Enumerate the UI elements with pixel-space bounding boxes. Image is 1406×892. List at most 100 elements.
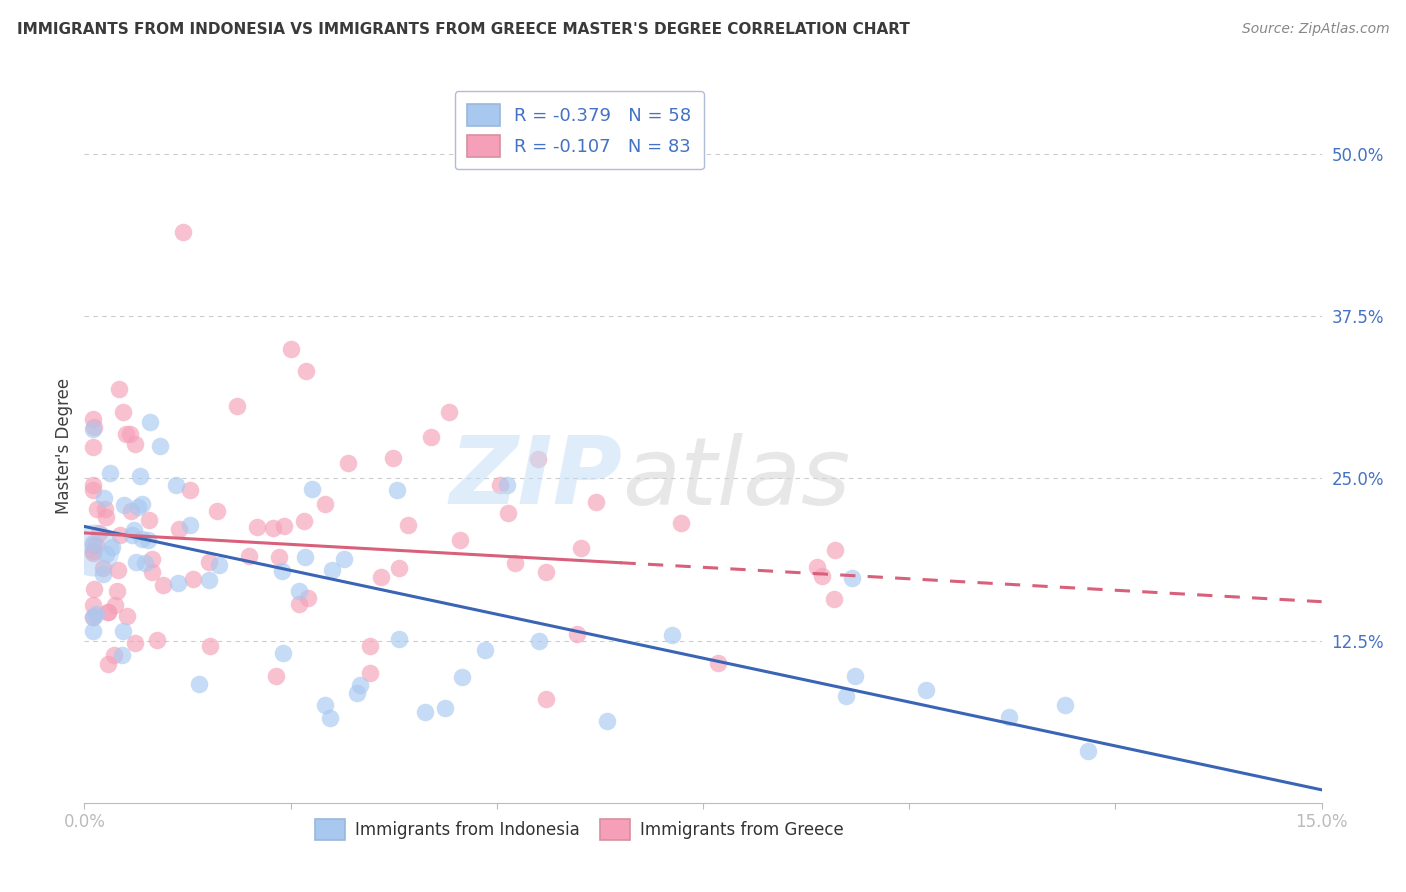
Point bbox=[82, 536, 104, 550]
Point bbox=[179, 518, 201, 533]
Point bbox=[346, 685, 368, 699]
Point bbox=[262, 521, 284, 535]
Point bbox=[671, 516, 693, 531]
Point bbox=[122, 523, 145, 537]
Point bbox=[114, 426, 136, 441]
Point bbox=[238, 549, 260, 564]
Point bbox=[82, 544, 104, 558]
Point bbox=[167, 575, 190, 590]
Point bbox=[94, 547, 117, 561]
Point bbox=[370, 570, 392, 584]
Point bbox=[136, 533, 159, 547]
Point bbox=[264, 669, 287, 683]
Point bbox=[105, 584, 128, 599]
Point bbox=[707, 657, 730, 671]
Point bbox=[505, 556, 527, 570]
Point bbox=[569, 541, 592, 556]
Point bbox=[104, 598, 127, 612]
Point bbox=[496, 478, 519, 492]
Point bbox=[396, 518, 419, 533]
Point bbox=[120, 503, 142, 517]
Point bbox=[187, 677, 209, 691]
Point bbox=[91, 561, 114, 575]
Point bbox=[98, 466, 121, 480]
Point bbox=[450, 533, 472, 547]
Point bbox=[103, 648, 125, 663]
Point bbox=[198, 555, 221, 569]
Point bbox=[271, 646, 294, 660]
Point bbox=[245, 519, 267, 533]
Point bbox=[208, 558, 231, 572]
Point bbox=[82, 483, 104, 498]
Point bbox=[359, 665, 381, 680]
Point bbox=[131, 496, 153, 510]
Point bbox=[138, 513, 160, 527]
Point bbox=[112, 404, 135, 418]
Point bbox=[129, 468, 152, 483]
Point bbox=[527, 634, 550, 648]
Point bbox=[301, 483, 323, 497]
Point bbox=[111, 648, 134, 662]
Point bbox=[141, 565, 163, 579]
Point bbox=[145, 633, 167, 648]
Point bbox=[83, 419, 105, 434]
Point bbox=[841, 571, 863, 585]
Point bbox=[288, 584, 311, 599]
Point bbox=[82, 546, 104, 560]
Point bbox=[496, 506, 519, 520]
Point bbox=[82, 537, 104, 551]
Point bbox=[82, 440, 104, 454]
Point bbox=[810, 569, 832, 583]
Point bbox=[437, 405, 460, 419]
Point bbox=[661, 628, 683, 642]
Point bbox=[413, 705, 436, 719]
Point bbox=[585, 495, 607, 509]
Point bbox=[82, 542, 104, 557]
Point bbox=[83, 582, 105, 597]
Point bbox=[165, 477, 187, 491]
Point bbox=[385, 483, 408, 497]
Point bbox=[97, 657, 120, 671]
Point bbox=[167, 523, 190, 537]
Point bbox=[450, 670, 472, 684]
Point bbox=[179, 483, 201, 497]
Point bbox=[149, 439, 172, 453]
Point bbox=[595, 714, 617, 728]
Text: Source: ZipAtlas.com: Source: ZipAtlas.com bbox=[1241, 22, 1389, 37]
Point bbox=[205, 504, 228, 518]
Point bbox=[198, 639, 221, 653]
Point bbox=[314, 698, 336, 713]
Point bbox=[131, 532, 153, 546]
Point bbox=[488, 478, 510, 492]
Point bbox=[82, 477, 104, 491]
Text: ZIP: ZIP bbox=[450, 432, 623, 524]
Point bbox=[124, 436, 146, 450]
Point bbox=[198, 573, 221, 587]
Point bbox=[82, 609, 104, 624]
Point bbox=[84, 607, 107, 621]
Point bbox=[1077, 744, 1099, 758]
Point bbox=[118, 427, 141, 442]
Point bbox=[382, 451, 405, 466]
Point bbox=[93, 501, 115, 516]
Point bbox=[434, 701, 457, 715]
Point bbox=[419, 430, 441, 444]
Point bbox=[824, 543, 846, 558]
Point bbox=[87, 525, 110, 540]
Point bbox=[110, 528, 132, 542]
Point bbox=[181, 572, 204, 586]
Point bbox=[97, 606, 120, 620]
Point bbox=[127, 500, 149, 514]
Point bbox=[319, 711, 342, 725]
Point bbox=[359, 640, 381, 654]
Point bbox=[125, 555, 148, 569]
Point bbox=[835, 689, 858, 703]
Point bbox=[534, 565, 557, 579]
Point bbox=[82, 422, 104, 436]
Point bbox=[527, 452, 550, 467]
Text: IMMIGRANTS FROM INDONESIA VS IMMIGRANTS FROM GREECE MASTER'S DEGREE CORRELATION : IMMIGRANTS FROM INDONESIA VS IMMIGRANTS … bbox=[17, 22, 910, 37]
Point bbox=[101, 540, 124, 554]
Point bbox=[297, 591, 319, 605]
Point bbox=[107, 382, 129, 396]
Point bbox=[292, 514, 315, 528]
